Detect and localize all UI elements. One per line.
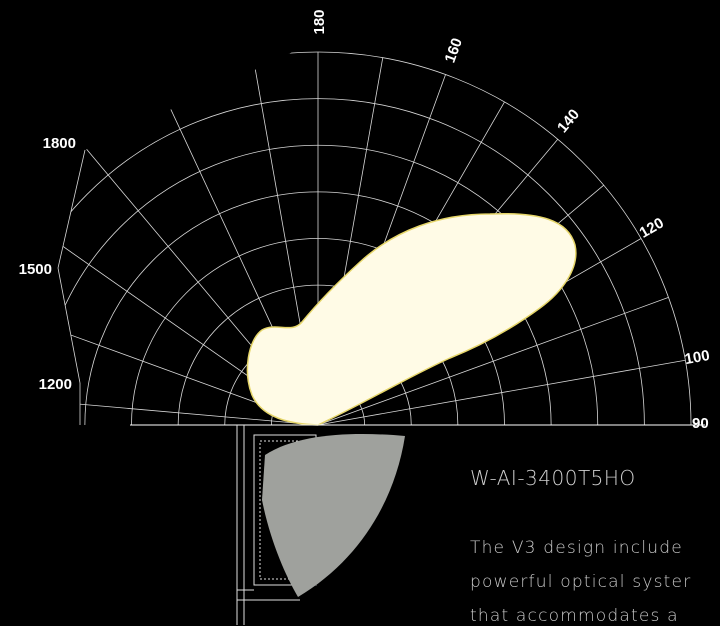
grid-line <box>58 392 318 425</box>
angle-label: 90 <box>692 415 709 432</box>
grid-line <box>317 359 686 426</box>
angle-label: 160 <box>442 36 467 65</box>
grid-ring <box>317 51 692 426</box>
grid-ring <box>58 98 318 425</box>
grid-ring <box>131 238 318 425</box>
grid-ring <box>58 144 318 425</box>
grid-line <box>57 149 86 269</box>
description-line: that accommodates a <box>470 606 679 626</box>
light-distribution-lobe <box>246 212 577 426</box>
description-line: The V3 design include <box>470 538 683 558</box>
fixture-reflector <box>262 433 405 597</box>
radius-label: 1800 <box>43 135 76 152</box>
angle-label: 140 <box>554 106 583 136</box>
grid-line <box>57 267 81 384</box>
description-line: powerful optical syster <box>470 572 692 592</box>
product-name: W-AI-3400T5HO <box>470 466 636 490</box>
radius-label: 1500 <box>19 261 52 278</box>
angle-label: 100 <box>683 347 711 368</box>
angle-label: 120 <box>637 214 667 241</box>
grid-ring <box>84 191 318 425</box>
radius-label: 1200 <box>39 376 72 393</box>
grid-ring <box>177 284 318 425</box>
grid-ring <box>317 98 645 426</box>
angle-label: 180 <box>311 9 328 34</box>
grid-line <box>317 297 669 426</box>
